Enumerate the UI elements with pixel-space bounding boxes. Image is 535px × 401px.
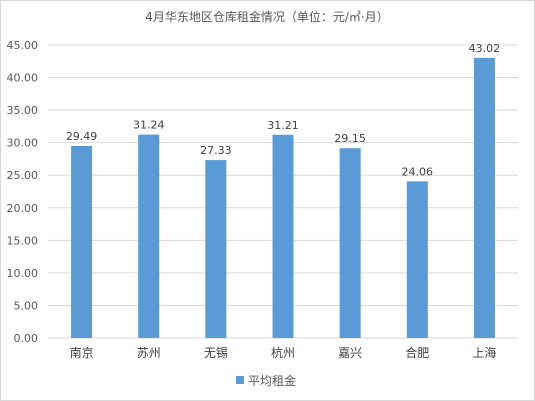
category-label: 杭州 [271, 345, 295, 360]
bar [406, 181, 428, 338]
y-tick-label: 30.00 [7, 137, 39, 150]
bar [473, 57, 495, 338]
category-label: 无锡 [204, 345, 228, 360]
y-tick-label: 35.00 [7, 104, 39, 117]
y-tick-label: 45.00 [7, 39, 39, 52]
bar [272, 134, 294, 338]
category-label: 苏州 [137, 346, 161, 360]
data-label: 29.15 [334, 132, 366, 145]
bar [138, 134, 160, 338]
data-labels: 29.49 31.24 27.33 31.21 29.15 24.06 43.02 [66, 42, 500, 178]
y-tick-label: 40.00 [7, 72, 39, 85]
legend: 平均租金 [236, 373, 296, 388]
data-label: 43.02 [469, 42, 501, 55]
bars [71, 57, 495, 338]
y-tick-label: 25.00 [7, 169, 39, 182]
data-label: 24.06 [402, 165, 434, 178]
x-axis-categories: 南京 苏州 无锡 杭州 嘉兴 合肥 上海 [70, 345, 497, 360]
y-tick-label: 5.00 [14, 299, 39, 312]
y-tick-label: 0.00 [14, 332, 39, 345]
gridlines [48, 44, 518, 339]
legend-label: 平均租金 [248, 373, 296, 388]
category-label: 南京 [70, 345, 94, 360]
y-tick-label: 10.00 [7, 267, 39, 280]
y-axis-ticks: 0.00 5.00 10.00 15.00 20.00 25.00 30.00 35.00 40… [7, 39, 39, 345]
category-label: 嘉兴 [338, 346, 362, 360]
bar [71, 145, 93, 338]
bar [339, 148, 361, 338]
chart-title: 4月华东地区仓库租金情况（单位：元/㎡·月） [145, 9, 389, 24]
y-tick-label: 20.00 [7, 202, 39, 215]
legend-swatch [236, 376, 244, 384]
data-label: 31.24 [133, 119, 165, 132]
category-label: 合肥 [405, 345, 429, 360]
data-label: 29.49 [66, 130, 98, 143]
data-label: 27.33 [200, 144, 232, 157]
y-tick-label: 15.00 [7, 234, 39, 247]
category-label: 上海 [472, 345, 496, 360]
data-label: 31.21 [267, 119, 299, 132]
bar [205, 160, 227, 338]
